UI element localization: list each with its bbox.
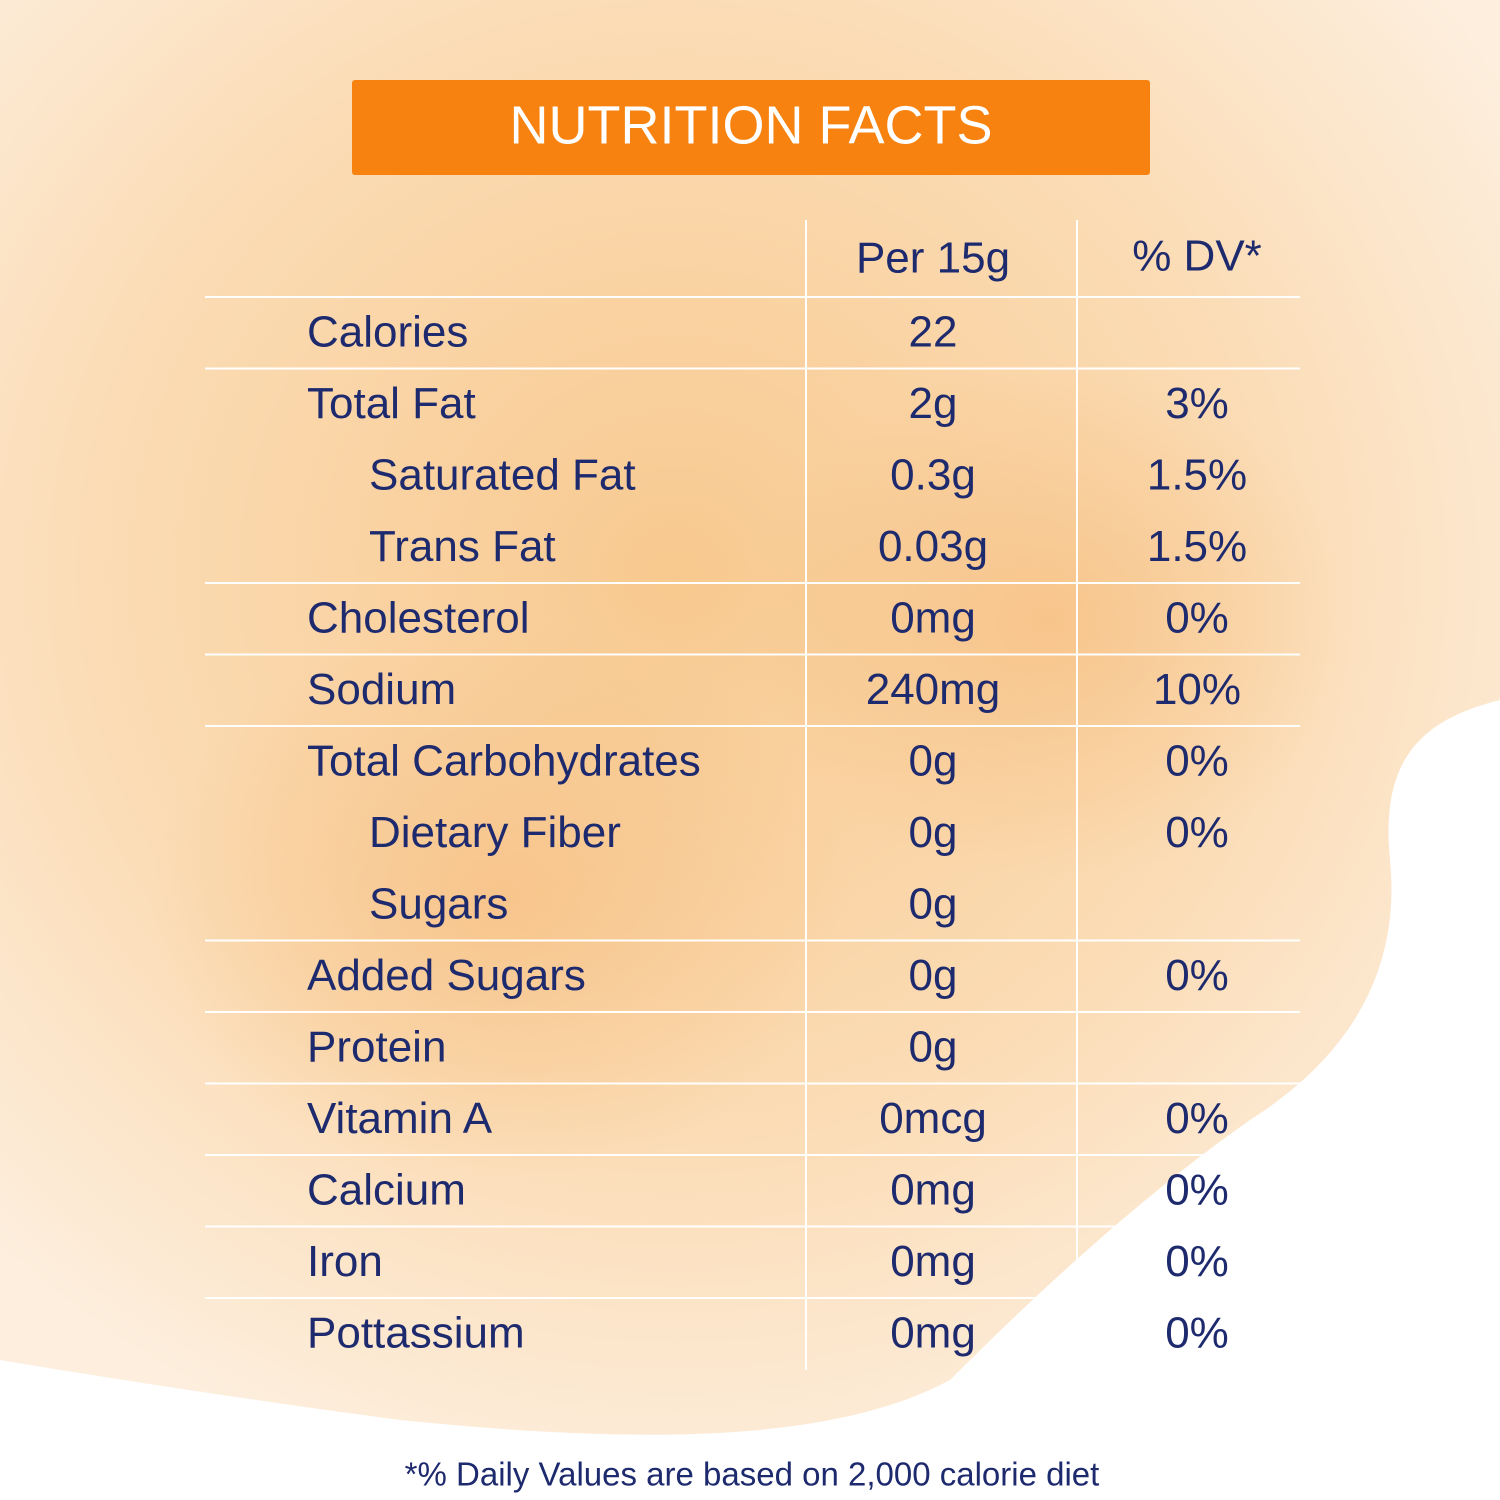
nutrient-label: Sodium [307,665,456,714]
nutrient-dv: 0% [1165,1237,1229,1286]
nutrient-label: Calories [307,307,468,356]
footnote: *% Daily Values are based on 2,000 calor… [405,1456,1100,1493]
nutrient-dv: 1.5% [1147,522,1247,571]
nutrient-amount: 0g [909,736,958,785]
nutrient-amount: 0g [909,951,958,1000]
nutrient-amount: 0mg [890,1237,976,1286]
nutrient-amount: 0mg [890,1165,976,1214]
nutrient-label: Total Carbohydrates [307,736,701,785]
nutrient-amount: 0.3g [890,450,976,499]
nutrient-dv: 0% [1165,1094,1229,1143]
nutrient-amount: 0mcg [879,1094,987,1143]
nutrient-amount: 22 [909,307,958,356]
nutrient-dv: 1.5% [1147,450,1247,499]
nutrient-label: Sugars [369,879,508,928]
nutrient-amount: 0mg [890,1308,976,1357]
nutrient-label: Vitamin A [307,1094,493,1143]
nutrient-label: Iron [307,1237,383,1286]
nutrient-amount: 0mg [890,593,976,642]
nutrient-dv: 0% [1165,808,1229,857]
nutrient-label: Total Fat [307,379,476,428]
nutrient-amount: 0g [909,1022,958,1071]
watercolor-spot [150,620,850,1180]
watercolor-spot [750,360,1350,880]
nutrient-dv: 0% [1165,593,1229,642]
nutrient-amount: 0g [909,808,958,857]
column-header: % DV* [1132,232,1262,281]
nutrient-dv: 0% [1165,736,1229,785]
nutrient-dv: 0% [1165,1308,1229,1357]
nutrient-label: Trans Fat [369,522,556,571]
column-header: Per 15g [856,234,1010,283]
nutrient-label: Added Sugars [307,951,586,1000]
nutrient-dv: 0% [1165,1165,1229,1214]
nutrient-amount: 2g [909,379,958,428]
title-bar [352,80,1150,175]
nutrient-dv: 3% [1165,379,1229,428]
nutrient-label: Cholesterol [307,593,530,642]
title: NUTRITION FACTS [510,95,993,155]
nutrient-label: Dietary Fiber [369,808,621,857]
nutrient-label: Calcium [307,1165,466,1214]
nutrient-amount: 240mg [866,665,1001,714]
nutrient-dv: 10% [1153,665,1241,714]
nutrient-label: Saturated Fat [369,450,636,499]
nutrient-dv: 0% [1165,951,1229,1000]
nutrient-amount: 0g [909,879,958,928]
nutrient-label: Protein [307,1022,446,1071]
nutrient-label: Pottassium [307,1308,525,1357]
nutrient-amount: 0.03g [878,522,988,571]
